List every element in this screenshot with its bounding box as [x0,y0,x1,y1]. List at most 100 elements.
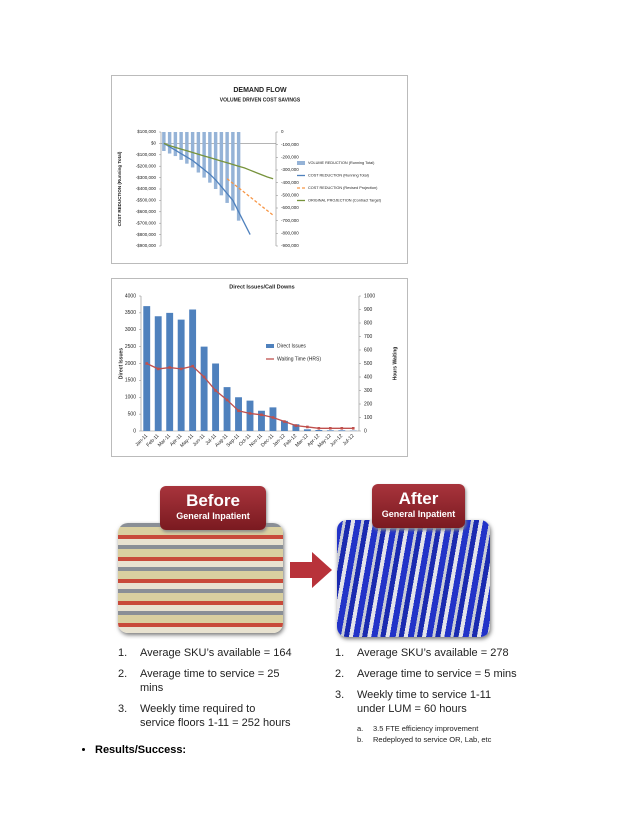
after-header: After General Inpatient [372,484,465,528]
arrow-shape [290,552,332,588]
bar [280,420,288,431]
item-number: 3. [118,703,128,715]
list-item: 1. Average SKU’s available = 164 [118,646,293,660]
chart-title: DEMAND FLOW [233,87,287,94]
bar [173,132,178,157]
bar [166,312,174,431]
yticks-label: $100,000 [137,129,156,134]
y2-axis-label: Hours Waiting [392,347,398,381]
before-photo [118,523,283,633]
y2ticks-label: -900,000 [281,243,299,248]
yticks-label: -$900,000 [136,243,157,248]
y2ticks-label: 300 [364,388,373,394]
legend-swatch [297,161,305,165]
line-marker [260,413,263,417]
y2ticks-label: 200 [364,401,373,407]
y2ticks-label: 900 [364,307,373,313]
y2ticks-label: 600 [364,347,373,353]
bar [177,319,185,431]
bar [338,430,346,431]
bar [225,132,229,203]
yticks-label: -$400,000 [136,186,157,191]
yticks-label: 0 [133,428,136,434]
bar [223,387,231,431]
yticks-label: $0 [151,141,157,146]
after-title: After [398,489,439,508]
line-marker [145,362,149,365]
item-text: Average time to service = 25 mins [140,668,280,694]
bullet-list: Results/Success: [75,744,186,756]
x-tick-label: Mar-11 [157,433,172,448]
before-title: Before [186,491,240,510]
legend-label: VOLUME REDUCTION (Running Total) [308,161,375,165]
item-text: Average time to service = 5 mins [357,668,517,680]
sub-item: b. Redeployed to service OR, Lab, etc [357,734,520,745]
after-list: 1. Average SKU’s available = 278 2. Average… [335,646,520,745]
x-tick-label: Jun-12 [329,433,344,448]
bar [202,132,206,178]
yticks-label: 4000 [125,293,136,299]
bar [162,132,166,151]
bar [179,132,183,160]
line-marker [340,427,344,430]
y2ticks-label: -800,000 [281,231,299,236]
line-marker [237,409,240,413]
chart-title: Direct Issues/Call Downs [229,284,294,290]
yticks-label: 3500 [125,310,136,316]
line-marker [351,427,355,430]
chart: Direct Issues/Call Downs Direct Issues Hou… [118,284,398,449]
bar [189,309,197,431]
x-tick-label: Jun-11 [192,433,207,448]
bar [219,132,224,196]
legend-label: Waiting Time (HRS) [277,356,321,362]
line-marker [225,398,229,402]
line-marker [306,425,309,429]
list-item: 2. Average time to service = 5 mins [335,667,520,681]
yticks-label: 500 [128,411,137,417]
y2ticks-label: 0 [364,428,367,434]
sub-item-number: a. [357,724,364,733]
bar [269,407,277,431]
legend-swatch [266,344,274,348]
legend-label: COST REDUCTION (Revised Projection) [308,186,378,190]
item-number: 1. [335,647,345,659]
y2ticks-label: -200,000 [281,155,299,160]
yticks-label: -$100,000 [136,152,157,157]
after-subtitle: General Inpatient [381,509,456,519]
before-list: 1. Average SKU’s available = 164 2. Average… [118,646,293,737]
before-subtitle: General Inpatient [176,511,250,521]
yticks-label: 2000 [125,361,136,367]
y2ticks-label: 1000 [364,293,375,299]
chart-frame: Direct Issues/Call Downs Direct Issues Hou… [111,278,408,457]
item-text: Weekly time required to service floors 1… [140,703,291,729]
bar [236,132,241,221]
before-header: Before General Inpatient [160,486,266,530]
bar [200,346,208,431]
y2ticks-label: -400,000 [281,180,299,185]
y2ticks-label: 800 [364,320,373,326]
yticks-label: 3000 [125,327,136,333]
line-marker [214,389,217,392]
y2ticks-label: 100 [364,415,373,421]
legend-label: Direct Issues [277,343,306,349]
y2ticks-label: 500 [364,361,373,367]
bar [326,430,334,431]
yticks-label: 1500 [125,378,136,384]
bar [154,316,162,431]
bar [143,306,151,431]
bar [212,363,220,431]
yticks-label: -$700,000 [136,220,157,225]
line-marker [271,416,275,419]
item-text: Average SKU’s available = 278 [357,647,509,659]
x-tick-label: Jul-12 [342,433,356,447]
y2ticks-label: -100,000 [281,142,299,147]
bar [292,424,300,431]
yticks-label: -$800,000 [136,232,157,237]
legend-label: ORIGINAL PROJECTION (Contract Target) [308,199,382,203]
y2ticks-label: 0 [281,129,284,134]
bar [196,132,201,173]
y-axis-label: Direct Issues [118,348,124,379]
list-item: 3. Weekly time required to service floors… [118,702,293,730]
y-axis-label: COST REDUCTION (Running Total) [117,151,122,226]
